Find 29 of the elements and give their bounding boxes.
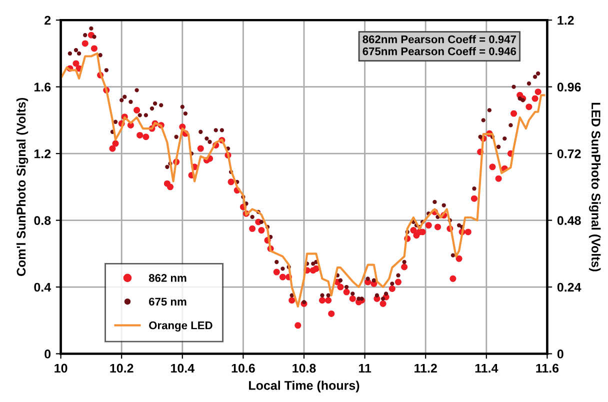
legend-label: Orange LED xyxy=(149,321,212,332)
x-tick-label: 11 xyxy=(358,364,372,373)
y-tick-label: 0.8 xyxy=(34,216,51,225)
y-axis-title: Com'l SunPhoto Signal (Volts) xyxy=(16,98,28,276)
x-tick-label: 11.4 xyxy=(475,364,498,373)
y2-tick-label: 0.48 xyxy=(557,216,581,225)
y-tick-label: 0 xyxy=(44,350,51,358)
x-tick-label: 10.4 xyxy=(171,364,194,373)
y2-tick-label: 0.96 xyxy=(557,82,581,92)
x-tick-label: 10.2 xyxy=(110,364,134,373)
x-tick-label: 10 xyxy=(54,364,68,373)
y-tick-label: 2 xyxy=(44,16,51,25)
legend-label: 675 nm xyxy=(149,298,186,306)
x-tick-label: 10.8 xyxy=(292,364,316,373)
x-axis-title: Local Time (hours) xyxy=(249,380,360,392)
annotation: 675nm Pearson Coeff = 0.946 xyxy=(362,47,516,56)
y2-tick-label: 1.2 xyxy=(558,16,574,25)
x-tick-label: 10.6 xyxy=(232,364,255,373)
legend-label: 862 nm xyxy=(148,274,186,282)
y2-tick-label: 0.72 xyxy=(557,149,581,158)
x-tick-label: 11.6 xyxy=(536,364,559,373)
y2-tick-label: 0 xyxy=(557,350,564,358)
y-tick-label: 1.6 xyxy=(34,82,51,92)
y2-axis-title: LED SunPhoto Signal (Volts) xyxy=(588,102,601,272)
y-tick-label: 1.2 xyxy=(34,149,51,158)
y2-tick-label: 0.24 xyxy=(557,282,582,292)
x-tick-label: 11.2 xyxy=(414,364,437,373)
y-tick-label: 0.4 xyxy=(34,282,52,292)
annotation: 862nm Pearson Coeff = 0.947 xyxy=(362,35,516,44)
